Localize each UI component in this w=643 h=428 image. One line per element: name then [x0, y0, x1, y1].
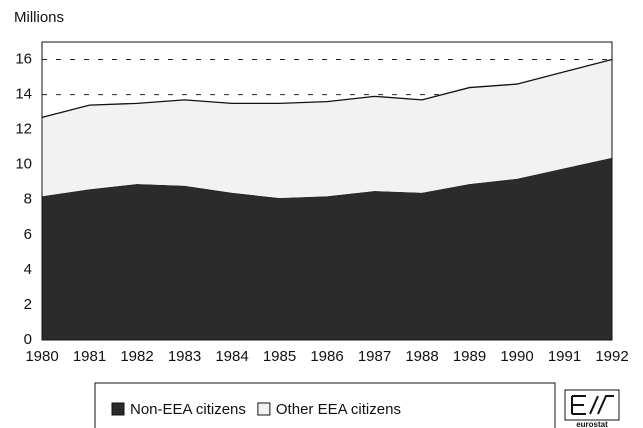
x-tick-label: 1988	[405, 348, 438, 365]
y-axis-label: Millions	[14, 9, 64, 26]
x-tick-label: 1981	[73, 348, 106, 365]
area	[42, 59, 612, 199]
legend-swatch	[111, 402, 125, 416]
x-tick-label: 1984	[215, 348, 248, 365]
x-tick-label: 1990	[500, 348, 533, 365]
y-tick-label: 0	[24, 331, 32, 348]
y-tick-label: 8	[24, 191, 32, 208]
logo-icon	[571, 395, 614, 415]
x-tick-label: 1982	[120, 348, 153, 365]
legend-label: Non-EEA citizens	[130, 401, 246, 418]
area	[42, 157, 612, 340]
plot-area	[41, 41, 613, 341]
y-tick-label: 10	[15, 156, 32, 173]
x-tick-label: 1991	[548, 348, 581, 365]
logo: eurostat	[564, 389, 620, 428]
top-line	[41, 58, 613, 119]
y-tick-label: 2	[24, 296, 32, 313]
legend-label: Other EEA citizens	[276, 401, 401, 418]
y-tick-label: 14	[15, 86, 32, 103]
x-tick-label: 1987	[358, 348, 391, 365]
legend-box	[94, 382, 556, 428]
x-tick-label: 1985	[263, 348, 296, 365]
y-tick-label: 6	[24, 226, 32, 243]
y-tick-label: 4	[24, 261, 32, 278]
x-tick-label: 1986	[310, 348, 343, 365]
y-tick-label: 12	[15, 121, 32, 138]
legend-swatch	[257, 402, 271, 416]
plot-border	[41, 41, 613, 341]
x-tick-label: 1992	[595, 348, 628, 365]
logo-text: eurostat	[576, 420, 608, 428]
x-tick-label: 1989	[453, 348, 486, 365]
y-tick-label: 16	[15, 50, 32, 67]
x-tick-label: 1983	[168, 348, 201, 365]
x-tick-label: 1980	[25, 348, 58, 365]
